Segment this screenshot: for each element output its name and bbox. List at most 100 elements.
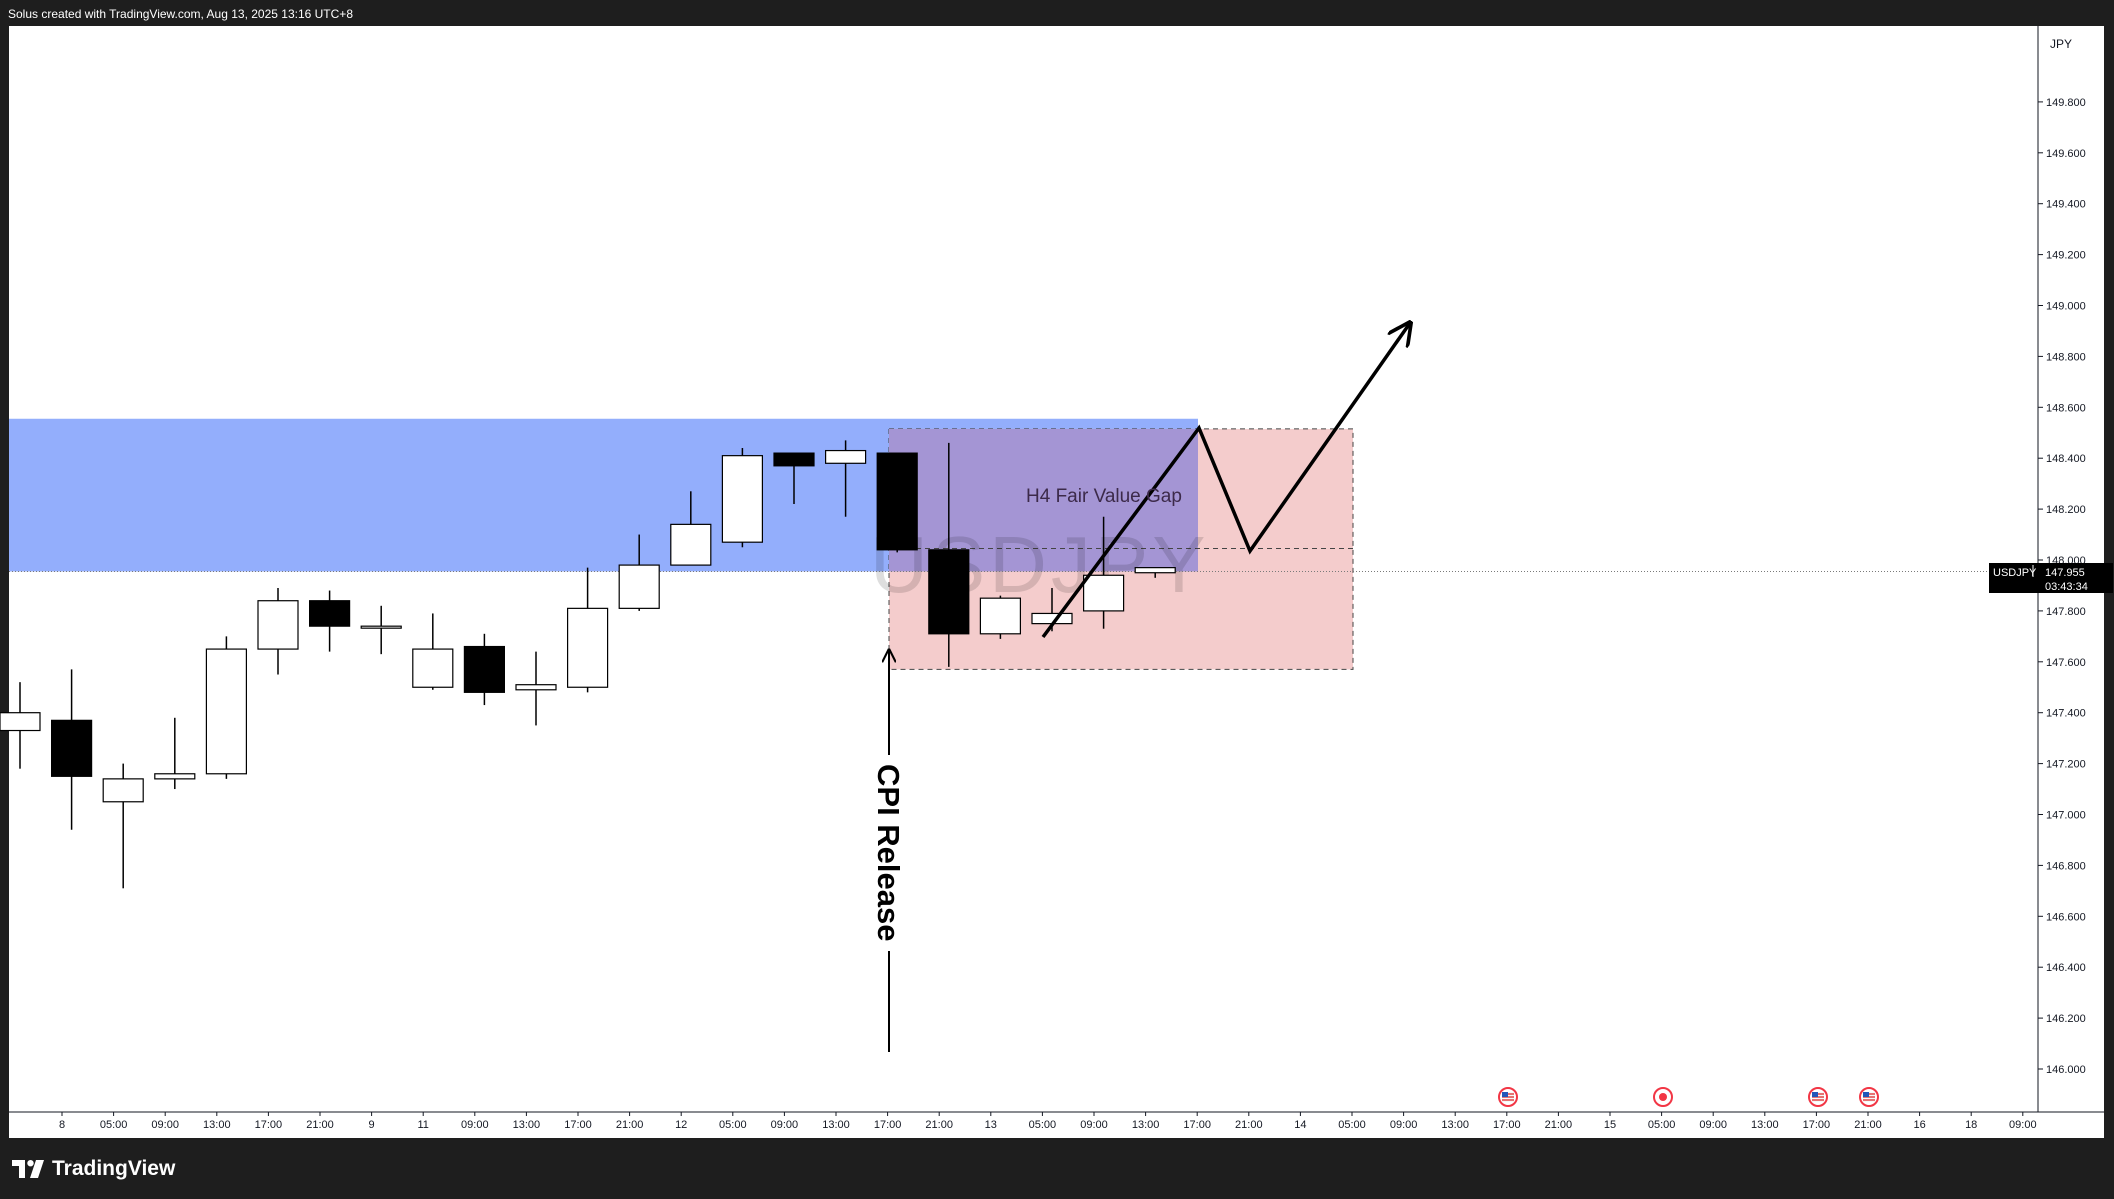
price-tick-label: 149.400 [2046,199,2086,211]
time-tick-label: 11 [417,1119,428,1131]
bearish-candle-body [773,452,815,467]
bullish-candle-body [670,523,712,566]
candle [515,651,557,726]
candle [1082,516,1125,629]
time-tick-label: 12 [675,1119,687,1131]
attribution-text: Solus created with TradingView.com, Aug … [8,7,353,21]
tag-countdown: 03:43:34 [2045,581,2088,593]
candle [0,682,41,769]
candle [618,534,660,611]
time-tick-label: 13:00 [513,1119,541,1131]
time-tick-label: 17:00 [564,1119,592,1131]
candle [670,491,712,566]
bullish-candle-body [0,712,41,732]
time-tick-label: 09:00 [2009,1119,2037,1131]
candle [1134,567,1176,578]
price-tick-label: 147.800 [2046,606,2086,618]
bullish-candle-body [412,648,454,688]
candle [360,605,402,655]
bearish-candle-body [928,549,970,635]
bullish-candle-body [618,564,660,609]
time-tick-label: 05:00 [1338,1119,1366,1131]
price-tick-label: 149.800 [2046,97,2086,109]
time-tick-label: 17:00 [1493,1119,1521,1131]
time-tick-label: 21:00 [925,1119,953,1131]
price-tick-label: 147.200 [2046,759,2086,771]
time-tick-label: 21:00 [1235,1119,1263,1131]
price-tick-label: 148.400 [2046,453,2086,465]
time-tick-label: 09:00 [1080,1119,1108,1131]
candle [928,442,970,667]
bullish-candle-body [979,597,1022,635]
candle [257,587,299,675]
price-tick-label: 146.400 [2046,962,2086,974]
candle [721,448,764,548]
logo-text: TradingView [52,1157,176,1180]
time-tick-label: 17:00 [874,1119,902,1131]
time-tick-label: 15 [1604,1119,1616,1131]
time-tick-label: 05:00 [1029,1119,1057,1131]
bullish-candle-body [1134,567,1176,574]
price-tick-label: 148.600 [2046,402,2086,414]
event-dot-icon[interactable] [1653,1087,1673,1107]
us-flag-icon[interactable] [1808,1087,1828,1107]
time-tick-label: 8 [59,1119,65,1131]
price-tick-label: 149.200 [2046,250,2086,262]
time-tick-label: 13:00 [1751,1119,1779,1131]
time-tick-label: 13 [985,1119,997,1131]
bearish-candle-body [876,452,918,551]
time-tick-label: 05:00 [1648,1119,1676,1131]
symbol-price-tag: USDJPY 147.955 03:43:34 [1989,563,2113,593]
time-tick-label: 09:00 [151,1119,179,1131]
time-tick-label: 21:00 [616,1119,644,1131]
time-tick-label: 9 [369,1119,375,1131]
time-tick-label: 09:00 [771,1119,799,1131]
time-tick-label: 17:00 [1803,1119,1831,1131]
time-tick-label: 05:00 [719,1119,747,1131]
tradingview-logo[interactable]: TradingView [12,1152,175,1186]
candle [205,636,247,779]
price-tick-label: 146.200 [2046,1013,2086,1025]
bullish-candle-body [824,449,867,464]
candle [566,567,609,693]
tag-price: 147.955 [2045,567,2085,579]
price-tick-label: 148.800 [2046,351,2086,363]
price-tick-label: 149.600 [2046,148,2086,160]
time-tick-label: 13:00 [203,1119,231,1131]
bullish-candle-body [1082,574,1125,612]
tradingview-logo-icon [12,1160,44,1178]
price-tick-label: 146.000 [2046,1064,2086,1076]
economic-events-row[interactable] [1498,1087,1879,1107]
bullish-candle-body [154,773,196,780]
time-tick-label: 18 [1965,1119,1977,1131]
bottom-bar [0,1138,2114,1199]
candle [154,717,196,790]
time-axis[interactable]: 8 05:00 09:00 13:00 17:00 21:00 9 11 09:00 13:00 1… [9,1111,2104,1131]
projected-path [1041,323,1410,639]
time-tick-label: 17:00 [1183,1119,1211,1131]
candle [309,590,351,652]
price-tick-label: 147.400 [2046,708,2086,720]
bullish-candle-body [102,778,144,803]
bullish-candle-body [257,600,299,650]
price-tick-label: 146.600 [2046,911,2086,923]
candlestick-chart[interactable]: USDJPY 149.800 149.600 149.400 149.200 149.0… [0,0,2114,1138]
candle [824,440,867,517]
candle [876,452,918,553]
candle [412,613,454,690]
bearish-candle-body [50,719,93,777]
cpi-label-background [872,755,906,951]
candle [102,763,144,889]
price-tick-label: 149.000 [2046,301,2086,313]
currency-label: JPY [2050,37,2072,51]
time-tick-label: 17:00 [255,1119,283,1131]
bullish-candle-body [566,607,609,688]
us-flag-icon[interactable] [1859,1087,1879,1107]
time-tick-label: 21:00 [306,1119,334,1131]
us-flag-icon[interactable] [1498,1087,1518,1107]
cpi-release-label: CPI Release [871,764,906,942]
price-tick-label: 147.600 [2046,657,2086,669]
candle [463,633,505,706]
time-tick-label: 09:00 [1390,1119,1418,1131]
time-tick-label: 09:00 [461,1119,489,1131]
